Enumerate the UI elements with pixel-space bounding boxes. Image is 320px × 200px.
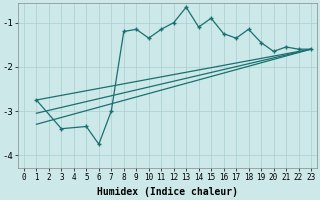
X-axis label: Humidex (Indice chaleur): Humidex (Indice chaleur) [97,187,238,197]
